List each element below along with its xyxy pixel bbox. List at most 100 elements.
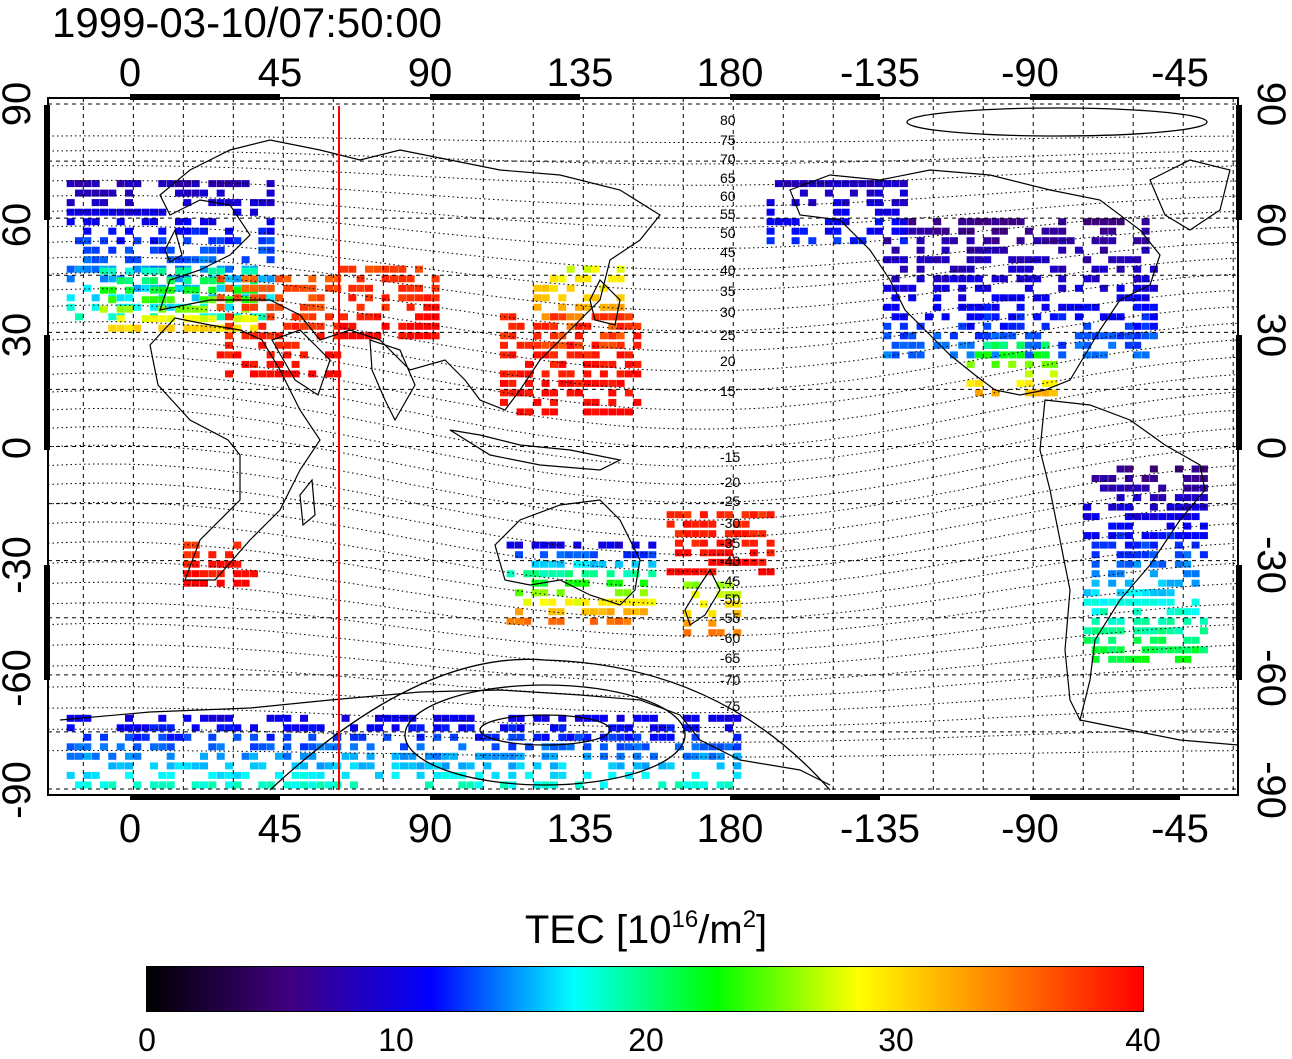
tec-cell [558,379,567,387]
tec-cell [158,286,167,294]
tec-cell [1008,294,1017,302]
tec-cell [941,227,950,235]
tec-cell [75,189,83,197]
tec-cell [158,267,167,275]
tec-cell [508,771,517,779]
tec-cell [1041,341,1050,349]
tec-cell [275,303,283,311]
tec-cell [1183,570,1192,578]
tec-cell [683,581,692,589]
tec-cell [558,733,567,741]
tec-cell [208,733,217,741]
lon-label-top: -135 [840,51,920,95]
tec-cell [1116,218,1125,226]
tec-cell [916,265,925,273]
tec-cell [233,771,242,779]
tec-cell [674,511,683,519]
tec-cell [506,541,515,549]
lon-label-top: 45 [258,51,303,95]
tec-cell [116,208,125,216]
contour-label: 70 [720,151,736,167]
tec-cell [325,781,333,789]
tec-cell [1124,256,1133,264]
tec-cell [1091,617,1100,625]
tec-cell [333,322,342,330]
tec-cell [1099,218,1108,226]
tec-cell [516,762,525,770]
tec-cell [308,743,317,751]
tec-cell [991,313,1000,321]
tec-cell [1124,332,1133,340]
tec-cell [266,246,275,254]
tec-cell [1033,256,1042,264]
tec-cell [291,284,300,292]
tec-cell [691,714,700,722]
tec-cell [200,781,208,789]
tec-cell [515,541,523,549]
tec-cell [598,560,607,568]
tec-cell [550,284,558,292]
tec-cell [356,284,365,292]
tec-cell [1199,484,1208,492]
contour-label: -60 [720,630,740,646]
tec-cell [1099,627,1108,635]
tec-cell [108,762,117,770]
tec-cell [1091,646,1100,654]
tec-cell [191,551,200,559]
tec-cell [1141,322,1150,330]
tec-cell [241,180,250,188]
tec-cell [908,351,917,359]
tec-cell [116,305,125,313]
tec-cell [891,208,900,216]
tec-cell [1016,322,1025,330]
tec-cell [558,294,567,302]
tec-cell [589,617,598,625]
contour-label: -25 [720,493,740,509]
tec-cell [525,370,533,378]
tec-cell [1099,246,1108,254]
tec-cell [283,714,292,722]
tec-cell [241,332,250,340]
tec-cell [325,351,333,359]
tec-cell [583,743,592,751]
tec-cell [1133,256,1142,264]
tec-cell [1108,541,1117,549]
tec-cell [291,360,300,368]
tec-cell [666,733,675,741]
tec-cell [616,714,625,722]
tec-cell [300,351,308,359]
tec-cell [699,530,708,538]
tec-cell [633,762,642,770]
tec-cell [623,617,632,625]
tec-cell [166,256,175,264]
tec-cell [1183,608,1192,616]
tec-cell [266,313,275,321]
tec-cell [458,781,467,789]
tec-cell [983,256,992,264]
tec-cell [1116,589,1125,597]
tec-cell [1133,560,1142,568]
tec-cell [150,724,158,732]
tec-cell [373,265,382,273]
tec-cell [966,218,975,226]
tec-cell [515,589,523,597]
tec-cell [233,781,242,789]
tec-cell [1016,237,1025,245]
tec-cell [308,294,317,302]
tec-cell [1174,560,1183,568]
tec-cell [558,341,567,349]
tec-cell [266,199,275,207]
tec-cell [1191,494,1200,502]
tec-cell [365,294,373,302]
tec-cell [1133,303,1142,311]
tec-cell [508,332,517,340]
tec-cell [183,237,192,245]
tec-cell [616,294,625,302]
tec-cell [573,541,582,549]
tec-cell [250,360,258,368]
tec-cell [208,560,217,568]
tec-cell [574,313,583,321]
tec-cell [724,511,733,519]
tec-cell [133,324,142,332]
tec-cell [1141,351,1150,359]
